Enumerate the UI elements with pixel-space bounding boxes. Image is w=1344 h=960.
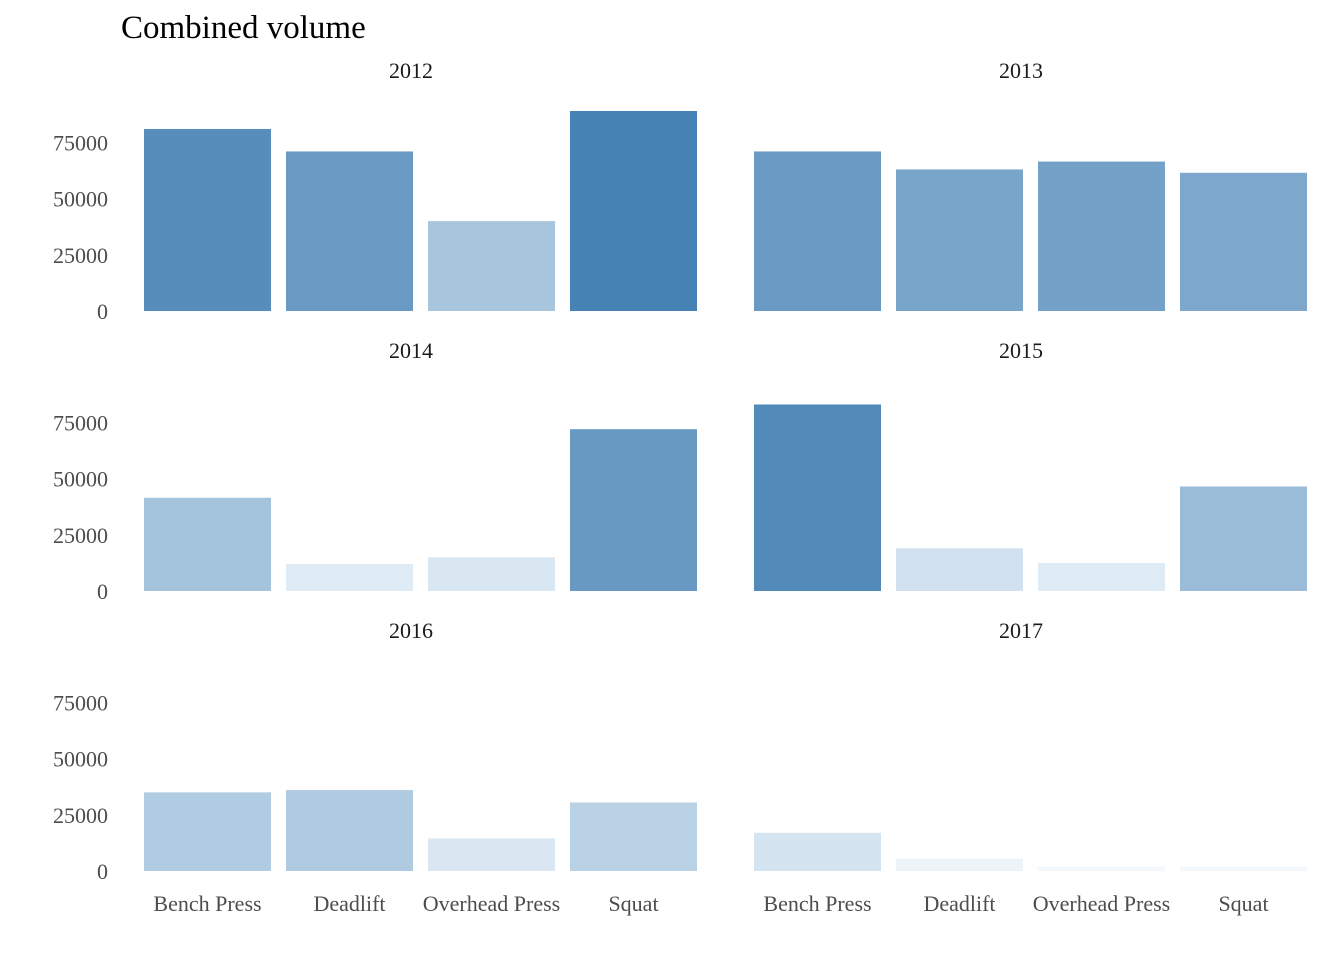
facet-panel-2012: 2012 0 25000 50000 75000 [53,58,697,324]
facet-label: 2014 [389,338,433,363]
y-tick-label: 75000 [53,690,108,715]
y-tick-label: 25000 [53,803,108,828]
bar-deadlift [286,151,413,311]
facet-label: 2013 [999,58,1043,83]
facet-panel-2014: 2014 0 25000 50000 75000 [53,338,697,604]
bar-deadlift [286,790,413,871]
y-tick-label: 25000 [53,523,108,548]
bar-squat [570,111,697,311]
x-tick-label: Deadlift [313,891,385,916]
bar-overhead-press [428,838,555,871]
bar-overhead-press [1038,161,1165,311]
y-tick-label: 75000 [53,130,108,155]
y-tick-label: 50000 [53,467,108,492]
x-tick-label: Overhead Press [1033,891,1170,916]
facet-label: 2016 [389,618,433,643]
y-tick-label: 0 [97,579,108,604]
bar-bench-press [754,832,881,871]
facet-panel-2017: 2017 Bench Press Deadlift Overhead Press Squ… [754,618,1307,916]
y-tick-label: 25000 [53,243,108,268]
bar-deadlift [896,548,1023,591]
bar-bench-press [144,792,271,871]
y-tick-label: 50000 [53,187,108,212]
bar-bench-press [144,128,271,311]
facet-panel-2013: 2013 [754,58,1307,311]
bar-overhead-press [1038,866,1165,871]
x-tick-label: Deadlift [923,891,995,916]
chart-title: Combined volume [121,10,366,46]
bar-squat [1180,866,1307,871]
bar-bench-press [754,151,881,311]
facet-panels: 2012 0 25000 50000 75000 2013 2014 0 25000 50000 7… [53,58,1307,916]
y-tick-label: 50000 [53,747,108,772]
x-tick-label: Bench Press [153,891,261,916]
bar-bench-press [144,497,271,591]
bar-overhead-press [428,557,555,591]
bar-overhead-press [428,221,555,311]
bar-squat [1180,486,1307,591]
x-tick-label: Overhead Press [423,891,560,916]
facet-label: 2015 [999,338,1043,363]
y-tick-label: 0 [97,859,108,884]
bar-bench-press [754,404,881,591]
bar-deadlift [896,858,1023,871]
x-tick-label: Squat [608,891,658,916]
facet-panel-2015: 2015 [754,338,1307,591]
facet-label: 2017 [999,618,1043,643]
y-tick-label: 0 [97,299,108,324]
facet-label: 2012 [389,58,433,83]
bar-squat [1180,172,1307,311]
y-tick-label: 75000 [53,410,108,435]
bar-deadlift [286,564,413,591]
bar-deadlift [896,169,1023,311]
bar-overhead-press [1038,562,1165,591]
x-tick-label: Bench Press [763,891,871,916]
bar-squat [570,802,697,871]
x-tick-label: Squat [1218,891,1268,916]
facet-panel-2016: 2016 0 25000 50000 75000 Bench Press Deadlift O… [53,618,697,916]
bar-squat [570,429,697,591]
